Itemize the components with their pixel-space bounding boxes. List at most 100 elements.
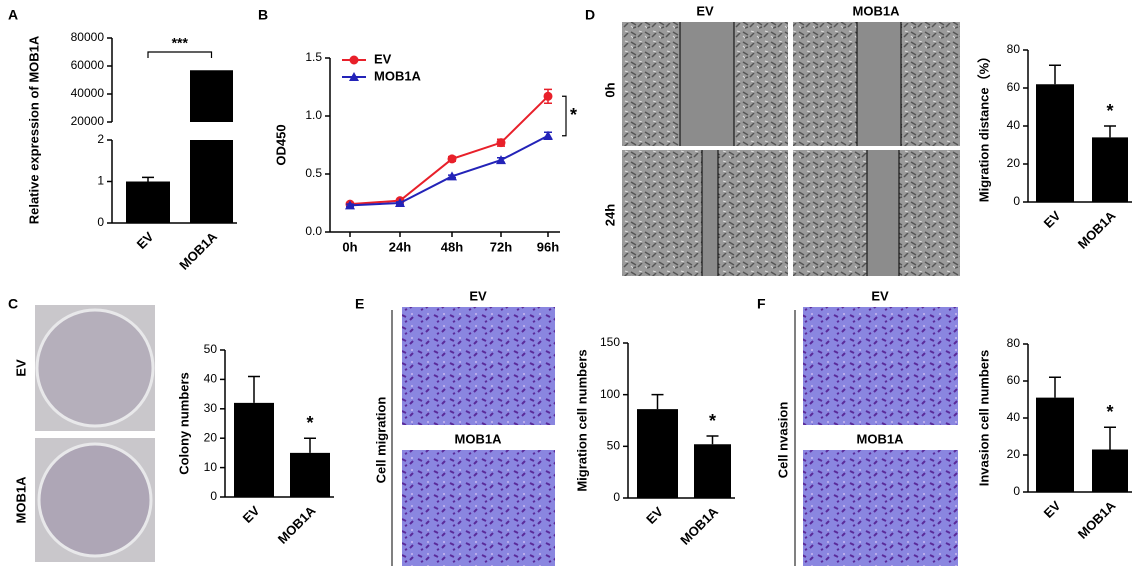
error-bar xyxy=(651,393,664,410)
legend-marker xyxy=(349,55,359,65)
bar xyxy=(637,409,678,498)
y-axis-title: OD450 xyxy=(273,124,288,165)
x-tick-label: MOB1A xyxy=(1075,498,1119,542)
bar xyxy=(1036,397,1074,492)
bar xyxy=(694,444,731,498)
annotation: * xyxy=(1106,101,1113,121)
marker xyxy=(447,154,457,164)
y-axis-title: Colony numbers xyxy=(176,372,191,475)
transwell-image xyxy=(402,307,555,425)
x-tick-label: 48h xyxy=(441,239,463,254)
bar xyxy=(290,452,330,497)
y-tick-label: 20 xyxy=(204,430,218,444)
panel-letter: A xyxy=(8,7,18,23)
y-tick-label: 40 xyxy=(1007,410,1021,424)
annotation: * xyxy=(1106,402,1113,422)
side-label: Cell nvasion xyxy=(775,402,790,479)
legend-label: MOB1A xyxy=(374,68,422,83)
marker xyxy=(496,138,506,148)
error-bar xyxy=(1104,125,1116,138)
y-tick-label: 80 xyxy=(1007,336,1021,350)
legend-marker xyxy=(349,72,359,81)
bar xyxy=(190,70,233,223)
column-label: MOB1A xyxy=(853,3,901,18)
transwell-image xyxy=(803,450,958,566)
image-label: EV xyxy=(871,288,889,303)
x-tick-label: MOB1A xyxy=(677,504,721,548)
y-tick-label: 10 xyxy=(204,460,218,474)
y-axis-title: Migration cell numbers xyxy=(574,349,589,491)
y-tick-label: 40 xyxy=(204,372,218,386)
error-bar xyxy=(1049,64,1061,85)
significance-bracket xyxy=(147,51,213,58)
y-tick-label: 50 xyxy=(607,439,621,453)
dish-images xyxy=(35,305,155,562)
y-tick-label: 0 xyxy=(97,215,104,229)
bar xyxy=(234,402,274,497)
x-tick-label: MOB1A xyxy=(275,503,319,547)
error-bar xyxy=(142,176,154,182)
error-bar xyxy=(1049,376,1061,398)
x-tick-label: MOB1A xyxy=(176,229,220,273)
panel-letter: E xyxy=(355,296,364,312)
series-line xyxy=(349,134,549,207)
y-tick-label: 60000 xyxy=(71,58,105,72)
annotation: * xyxy=(709,411,716,431)
y-tick-label: 1.5 xyxy=(305,50,322,64)
y-axis-title: Relative expression of MOB1A xyxy=(26,35,41,224)
x-tick-label: EV xyxy=(240,503,263,526)
error-bar xyxy=(706,435,719,445)
row-label: MOB1A xyxy=(13,476,28,524)
y-axis-title: Invasion cell numbers xyxy=(976,350,991,487)
row-label: 0h xyxy=(602,82,617,97)
image-label: MOB1A xyxy=(857,431,905,446)
y-tick-label: 2 xyxy=(97,132,104,146)
transwell-image xyxy=(402,450,555,566)
y-tick-label: 0.5 xyxy=(305,166,322,180)
error-bar xyxy=(248,375,260,403)
bar xyxy=(126,181,170,223)
panel-letter: B xyxy=(258,7,268,23)
x-tick-label: EV xyxy=(643,504,666,527)
bar xyxy=(1092,449,1128,492)
image-label: MOB1A xyxy=(455,431,503,446)
bar xyxy=(1092,137,1128,202)
significance-bracket xyxy=(562,95,567,137)
y-tick-label: 80000 xyxy=(71,30,105,44)
row-label: EV xyxy=(13,359,28,377)
y-axis-title: Migration distance（%） xyxy=(976,50,991,202)
marker xyxy=(395,198,405,207)
y-tick-label: 0.0 xyxy=(305,224,322,238)
y-tick-label: 50 xyxy=(204,342,218,356)
side-label: Cell migration xyxy=(373,397,388,484)
x-tick-label: 72h xyxy=(490,239,512,254)
marker xyxy=(543,91,553,101)
marker xyxy=(496,155,506,165)
row-label: 24h xyxy=(602,204,617,226)
y-tick-label: 80 xyxy=(1007,42,1021,56)
annotation: *** xyxy=(172,35,189,51)
image-label: EV xyxy=(469,288,487,303)
error-bar xyxy=(1104,426,1116,450)
legend-label: EV xyxy=(374,51,392,66)
x-tick-label: EV xyxy=(1041,208,1064,231)
y-tick-label: 1 xyxy=(97,174,104,188)
column-label: EV xyxy=(696,3,714,18)
y-tick-label: 20 xyxy=(1007,156,1021,170)
y-tick-label: 40 xyxy=(1007,118,1021,132)
wound-images xyxy=(622,22,960,276)
x-tick-label: MOB1A xyxy=(1075,208,1119,252)
y-tick-label: 0 xyxy=(1013,194,1020,208)
y-tick-label: 30 xyxy=(204,401,218,415)
marker xyxy=(345,200,355,210)
y-tick-label: 0 xyxy=(1013,484,1020,498)
x-tick-label: EV xyxy=(134,229,157,252)
annotation: * xyxy=(570,105,577,125)
x-tick-label: 24h xyxy=(389,239,411,254)
y-tick-label: 40000 xyxy=(71,86,105,100)
y-tick-label: 100 xyxy=(600,387,620,401)
y-tick-label: 0 xyxy=(210,489,217,503)
y-tick-label: 150 xyxy=(600,335,620,349)
x-tick-label: 0h xyxy=(342,239,357,254)
